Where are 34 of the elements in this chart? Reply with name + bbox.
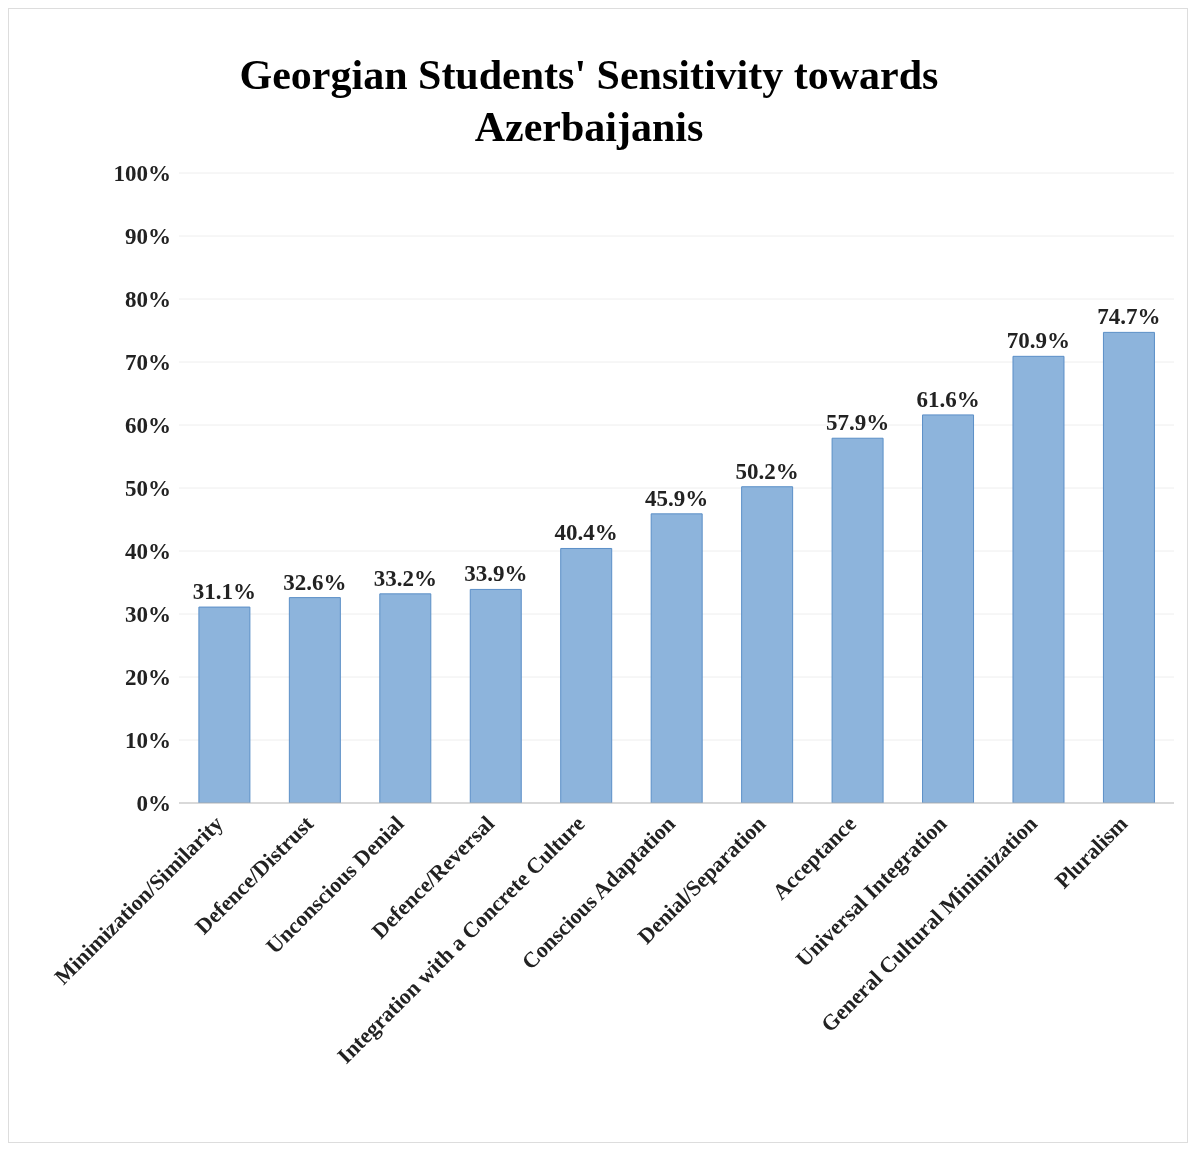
bar: [650, 513, 703, 803]
y-tick-label: 40%: [125, 539, 171, 565]
data-label: 31.1%: [192, 579, 257, 605]
y-tick-label: 20%: [125, 665, 171, 691]
y-tick-label: 50%: [125, 476, 171, 502]
bar: [198, 606, 251, 803]
bar: [469, 588, 522, 803]
data-label: 50.2%: [735, 458, 799, 484]
bar: [288, 597, 341, 803]
y-tick-label: 0%: [136, 791, 171, 817]
y-tick-label: 90%: [125, 224, 171, 250]
data-label: 33.2%: [373, 565, 437, 591]
bar: [379, 593, 432, 803]
bar: [741, 486, 794, 803]
data-label: 61.6%: [916, 386, 980, 412]
bar: [560, 547, 613, 803]
bar: [922, 414, 975, 803]
chart-title: Georgian Students' Sensitivity towards Azerbaijanis: [238, 51, 940, 152]
y-tick-label: 10%: [125, 728, 171, 754]
y-tick-label: 60%: [125, 413, 171, 439]
bar: [831, 437, 884, 803]
y-tick-label: 70%: [125, 350, 171, 376]
y-tick-label: 30%: [125, 602, 171, 628]
y-tick-label: 100%: [113, 161, 171, 187]
data-label: 45.9%: [645, 485, 709, 511]
data-label: 57.9%: [825, 410, 890, 436]
data-label: 74.7%: [1097, 304, 1161, 330]
data-label: 33.9%: [464, 561, 528, 587]
bar: [1012, 355, 1065, 803]
data-label: 40.4%: [554, 520, 618, 546]
y-tick-label: 80%: [125, 287, 171, 313]
data-label: 32.6%: [283, 569, 347, 595]
bar: [1102, 331, 1155, 803]
data-label: 70.9%: [1006, 328, 1071, 354]
